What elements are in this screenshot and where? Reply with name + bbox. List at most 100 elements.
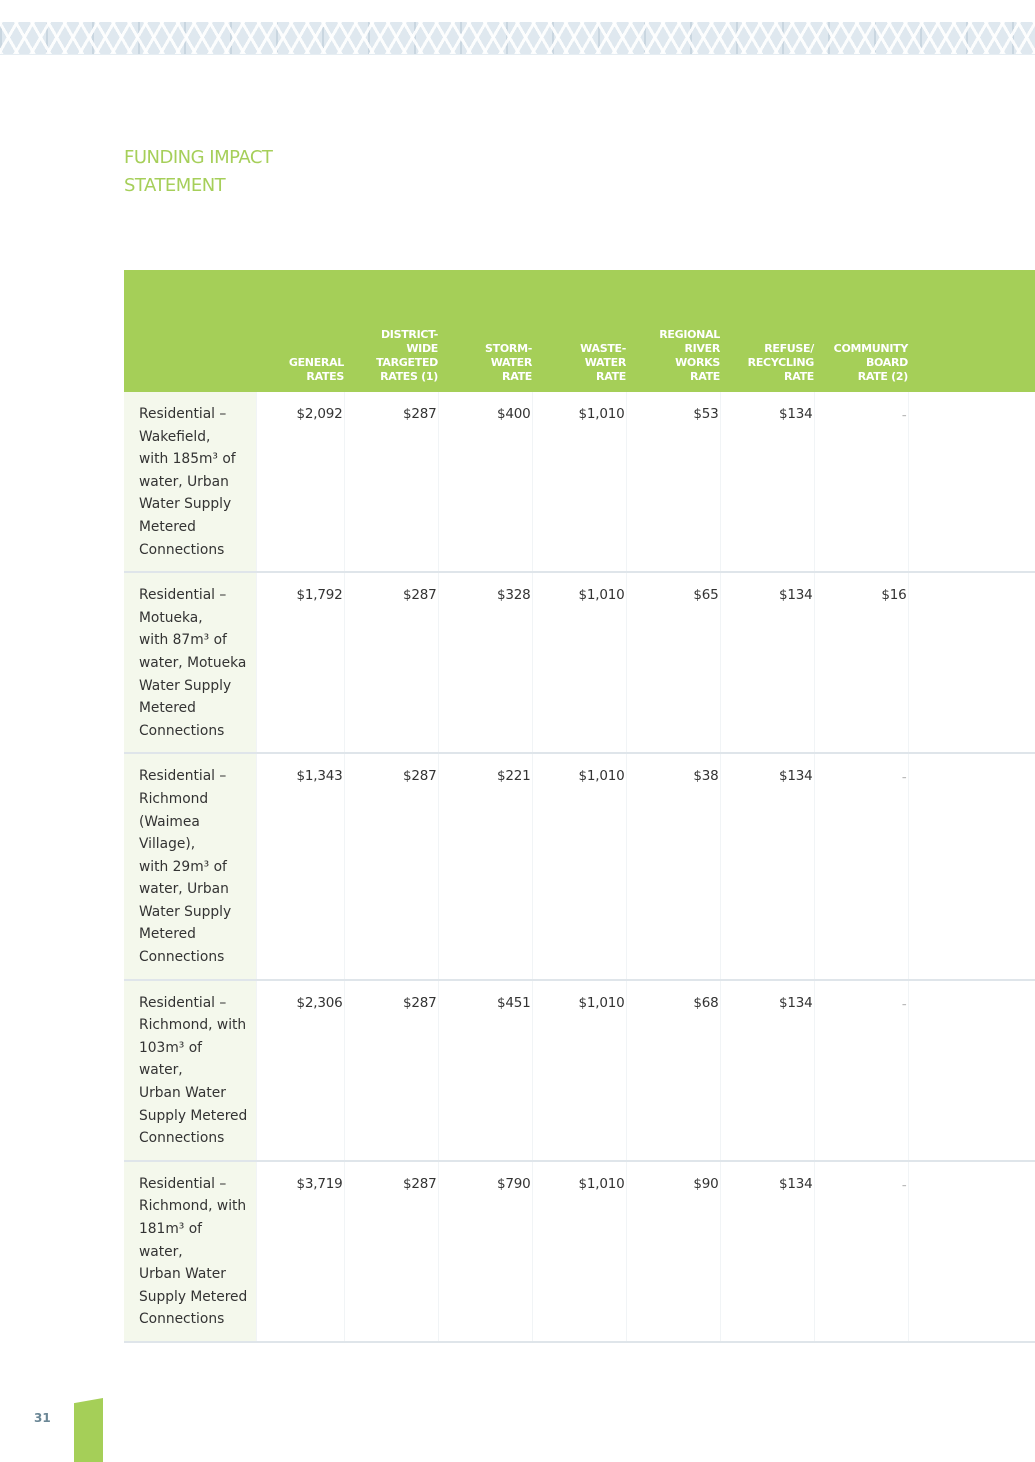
column-header-line: WASTE- xyxy=(580,342,626,355)
row-label-line: Metered xyxy=(139,926,196,943)
row-label-line: Residential – xyxy=(139,587,227,604)
cell-value: $90 xyxy=(693,1175,719,1192)
cell-general-rates: $1,792 xyxy=(256,572,345,755)
cell-value: $2,092 xyxy=(296,406,343,422)
column-header-line: TARGETED xyxy=(376,356,438,369)
column-header-line: WORKS xyxy=(675,356,720,369)
row-label-line: 181m³ of water, xyxy=(139,1221,202,1260)
cell-stormwater-rate: $328 xyxy=(438,572,533,755)
cell-value: $134 xyxy=(778,768,813,785)
cell-wastewater-rate: $1,010 xyxy=(532,753,627,981)
cell-wastewater-rate: $1,010 xyxy=(532,1160,627,1343)
column-header-line: RATE (2) xyxy=(857,370,909,383)
row-label: Residential – Richmond (Waimea Village), wit… xyxy=(124,753,257,981)
rates-table: GENERAL RATES DISTRICT- WIDE TARGETED RATES (… xyxy=(124,270,1035,1343)
cell-general-rates: $1,343 xyxy=(256,753,345,981)
page-title-line-1: FUNDING IMPACT xyxy=(124,147,273,168)
row-label-line: 103m³ of water, xyxy=(139,1039,202,1079)
column-header-refuse-recycling-rate: REFUSE/RECYCLING RATE xyxy=(720,270,815,392)
cell-value: $38 xyxy=(693,768,719,785)
column-header-line: DISTRICT- xyxy=(380,328,438,341)
cell-regional-river-works-rate: $38 xyxy=(626,753,721,981)
cell-value: $287 xyxy=(402,587,437,604)
row-label-line: Supply Metered xyxy=(139,1107,248,1124)
cell-district-wide-targeted-rates: $287 xyxy=(344,572,439,755)
cell-value: $1,792 xyxy=(296,587,343,604)
cell-wastewater-rate: $1,010 xyxy=(532,572,627,755)
cell-value: $1,010 xyxy=(578,1175,625,1192)
page-tab-decoration xyxy=(74,1398,103,1462)
column-header-stormwater-rate: STORM- WATER RATE xyxy=(438,270,532,392)
cell-value: $1,010 xyxy=(578,768,625,785)
row-label-line: water, Urban xyxy=(139,473,229,490)
cell-refuse-recycling-rate: $134 xyxy=(720,572,815,755)
cell-value: $451 xyxy=(496,994,531,1011)
cell-value: $53 xyxy=(693,406,719,422)
table-row: Residential – Richmond, with 181m³ of wate… xyxy=(124,1160,1035,1343)
cell-value: $16 xyxy=(881,587,907,604)
row-label-line: Residential – xyxy=(139,1175,227,1192)
cell-value: $287 xyxy=(402,406,437,422)
cell-blank-trailing xyxy=(908,1160,1035,1343)
cell-value: $221 xyxy=(496,768,531,785)
cell-general-rates: $3,719 xyxy=(256,1160,345,1343)
cell-refuse-recycling-rate: $134 xyxy=(720,392,815,574)
table-header-row: GENERAL RATES DISTRICT- WIDE TARGETED RATES (… xyxy=(124,270,1035,392)
cell-value: – xyxy=(902,999,907,1010)
row-label-line: with 87m³ of xyxy=(139,632,227,649)
cell-value: $65 xyxy=(693,587,719,604)
cell-blank-trailing xyxy=(908,753,1035,981)
cell-value: $68 xyxy=(693,994,719,1011)
cell-regional-river-works-rate: $90 xyxy=(626,1160,721,1343)
column-header-line: RATE xyxy=(690,370,720,383)
column-header-line: RATE xyxy=(596,370,626,383)
row-label-line: Connections xyxy=(139,949,225,966)
cell-value: $134 xyxy=(778,587,813,604)
cell-value: $3,719 xyxy=(296,1175,343,1192)
table-body: Residential – Wakefield, with 185m³ of wate… xyxy=(124,392,1035,1343)
column-header-line: GENERAL xyxy=(288,356,344,369)
cell-general-rates: $2,092 xyxy=(256,392,345,574)
cell-community-board-rate: – xyxy=(814,753,909,981)
cell-regional-river-works-rate: $53 xyxy=(626,392,721,574)
cell-value: $1,010 xyxy=(578,994,625,1011)
column-header-line: RATES xyxy=(306,370,344,383)
row-label-line: Residential – xyxy=(139,768,227,785)
cell-value: – xyxy=(902,1180,907,1191)
row-label-line: with 185m³ of xyxy=(139,451,236,468)
column-header-line: BOARD xyxy=(865,356,908,369)
cell-value: – xyxy=(902,773,907,784)
cell-wastewater-rate: $1,010 xyxy=(532,979,627,1162)
column-header-line: RIVER xyxy=(684,342,720,355)
column-header-line: COMMUNITY xyxy=(833,342,909,355)
column-header-line: REFUSE/ xyxy=(764,342,814,355)
cell-district-wide-targeted-rates: $287 xyxy=(344,1160,439,1343)
row-label-line: Village), xyxy=(139,836,196,853)
decorative-pattern-band xyxy=(0,22,1035,55)
column-header-district-wide-targeted-rates: DISTRICT- WIDE TARGETED RATES (1) xyxy=(344,270,438,392)
row-label-line: Water Supply xyxy=(139,496,232,513)
cell-stormwater-rate: $221 xyxy=(438,753,533,981)
cell-value: $1,010 xyxy=(578,406,625,422)
cell-district-wide-targeted-rates: $287 xyxy=(344,753,439,981)
cell-stormwater-rate: $790 xyxy=(438,1160,533,1343)
column-header-line: RATE xyxy=(784,370,814,383)
column-header-line: RATE xyxy=(502,370,532,383)
page-title-line-2: STATEMENT xyxy=(124,175,226,196)
cell-blank-trailing xyxy=(908,572,1035,755)
cell-refuse-recycling-rate: $134 xyxy=(720,979,815,1162)
cell-value: $287 xyxy=(402,768,437,785)
column-header-line: STORM- xyxy=(485,342,532,355)
cell-stormwater-rate: $451 xyxy=(438,979,533,1162)
cell-value: $1,343 xyxy=(296,768,343,785)
row-label-line: Wakefield, xyxy=(139,428,211,445)
cell-value: $1,010 xyxy=(578,587,625,604)
row-label-line: Water Supply xyxy=(139,903,232,920)
page-number: 31 xyxy=(34,1411,51,1425)
table-row: Residential – Wakefield, with 185m³ of wate… xyxy=(124,392,1035,574)
row-label-line: Residential – xyxy=(139,406,227,422)
header-blank-trailing xyxy=(908,270,1035,392)
table-row: Residential – Motueka, with 87m³ of water, … xyxy=(124,572,1035,755)
cell-value: $2,306 xyxy=(296,994,343,1011)
cell-community-board-rate: $16 xyxy=(814,572,909,755)
